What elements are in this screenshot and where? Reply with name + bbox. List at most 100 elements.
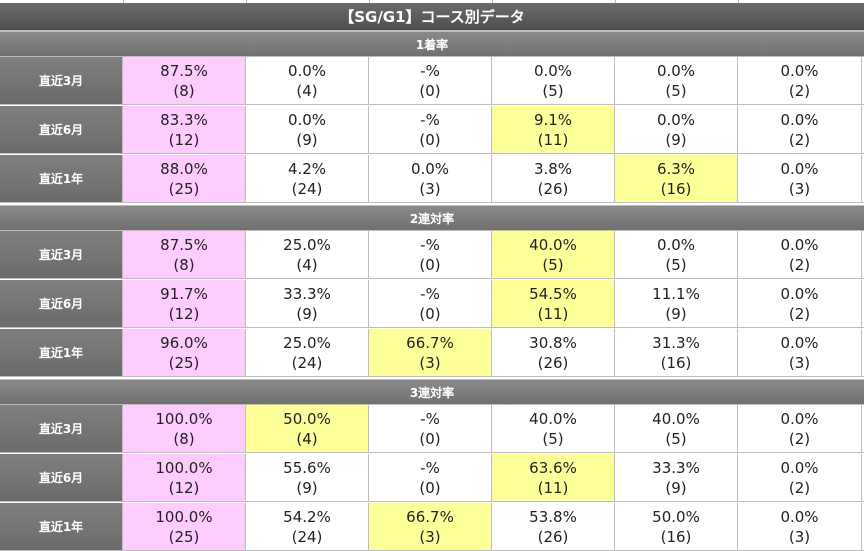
rate-value: 0.0% — [780, 110, 819, 129]
rate-value: 53.8% — [529, 507, 577, 526]
section-header: 1着率 — [0, 31, 864, 57]
race-count: (0) — [419, 81, 441, 100]
race-count: (5) — [542, 429, 564, 448]
race-count: (16) — [660, 527, 692, 546]
data-cell: 40.0% (5) — [492, 231, 615, 278]
data-cell: 31.3% (16) — [615, 329, 738, 376]
rate-value: 30.8% — [529, 333, 577, 352]
data-cell: 0.0% (2) — [738, 106, 862, 153]
rate-value: 0.0% — [780, 333, 819, 352]
table-row: 直近3月 100.0% (8) 50.0% (4) -% (0) 40.0% (5) 40.0%(… — [0, 405, 864, 453]
row-period-label: 直近3月 — [0, 231, 123, 278]
race-count: (12) — [168, 478, 200, 497]
data-cell: 0.0% (3) — [738, 329, 862, 376]
column-divider — [369, 0, 370, 3]
race-count: (8) — [173, 81, 195, 100]
rate-value: 4.2% — [287, 159, 327, 178]
race-count: (8) — [173, 255, 195, 274]
race-count: (0) — [419, 304, 441, 323]
race-count: (4) — [296, 255, 318, 274]
race-count: (3) — [788, 353, 811, 372]
data-cell: 0.0% (9) — [615, 106, 738, 153]
data-cell: 100.0% (12) — [123, 454, 246, 501]
column-divider — [123, 0, 124, 3]
data-cell: -% (0) — [369, 280, 492, 327]
race-count: (25) — [168, 179, 200, 198]
rate-value: 11.1% — [652, 284, 700, 303]
data-cell: 0.0% (2) — [738, 405, 862, 452]
rate-value: 63.6% — [529, 458, 577, 477]
race-count: (9) — [296, 478, 318, 497]
data-cell: 100.0% (25) — [123, 503, 246, 550]
rate-value: 40.0% — [652, 409, 700, 428]
data-cell: 25.0% (4) — [246, 231, 369, 278]
rate-value: 96.0% — [160, 333, 208, 352]
race-count: (0) — [419, 429, 441, 448]
race-count: (5) — [665, 255, 687, 274]
data-cell: 0.0% (2) — [738, 57, 862, 104]
race-count: (2) — [788, 130, 811, 149]
table-row: 直近1年 100.0% (25) 54.2% (24) 66.7% (3) 53.8% (26)… — [0, 503, 864, 551]
race-count: (24) — [291, 179, 323, 198]
data-cell: 88.0% (25) — [123, 155, 246, 202]
rate-value: 0.0% — [780, 159, 819, 178]
race-count: (25) — [168, 353, 200, 372]
table-title: 【SG/G1】コース別データ — [0, 3, 864, 31]
previous-table-edge — [0, 0, 864, 3]
race-count: (0) — [419, 255, 441, 274]
data-cell: 40.0% (5) — [615, 405, 738, 452]
row-period-label: 直近1年 — [0, 503, 123, 550]
table-row: 直近6月 100.0% (12) 55.6% (9) -% (0) 63.6% (11) 33.3… — [0, 454, 864, 502]
data-cell: -% (0) — [369, 454, 492, 501]
column-divider — [615, 0, 616, 3]
table-row: 直近6月 83.3% (12) 0.0% (9) -% (0) 9.1% (11) 0.0% (9)… — [0, 106, 864, 154]
data-cell: 40.0% (5) — [492, 405, 615, 452]
table-row: 直近1年 96.0% (25) 25.0% (24) 66.7% (3) 30.8% (26) 3… — [0, 329, 864, 377]
data-cell: 87.5% (8) — [123, 57, 246, 104]
rate-value: 6.3% — [656, 159, 696, 178]
data-cell: 54.2% (24) — [246, 503, 369, 550]
race-count: (4) — [296, 81, 318, 100]
rate-value: -% — [420, 235, 440, 254]
course-data-table: 【SG/G1】コース別データ 1着率 直近3月 87.5% (8) 0.0% (4) -%(… — [0, 3, 864, 551]
race-count: (3) — [419, 353, 441, 372]
rate-value: 0.0% — [780, 284, 819, 303]
race-count: (9) — [665, 304, 687, 323]
data-cell: -% (0) — [369, 106, 492, 153]
race-count: (24) — [291, 527, 323, 546]
rate-value: 0.0% — [287, 61, 327, 80]
rate-value: -% — [420, 284, 440, 303]
rate-value: 0.0% — [780, 458, 819, 477]
column-divider — [246, 0, 247, 3]
race-count: (12) — [168, 304, 200, 323]
row-period-label: 直近6月 — [0, 280, 123, 327]
rate-value: 55.6% — [283, 458, 331, 477]
rate-value: 25.0% — [283, 333, 331, 352]
race-count: (3) — [419, 527, 441, 546]
rate-value: 50.0% — [652, 507, 700, 526]
rate-value: 0.0% — [287, 110, 327, 129]
data-cell: 53.8% (26) — [492, 503, 615, 550]
rate-value: 66.7% — [406, 507, 454, 526]
race-count: (9) — [296, 304, 318, 323]
data-cell: 100.0% (8) — [123, 405, 246, 452]
data-cell: 0.0% (5) — [615, 57, 738, 104]
rate-value: 0.0% — [656, 110, 696, 129]
data-cell: 50.0% (16) — [615, 503, 738, 550]
rate-value: 0.0% — [656, 61, 696, 80]
race-count: (9) — [665, 130, 687, 149]
rate-value: 87.5% — [160, 61, 208, 80]
data-cell: 0.0% (5) — [615, 231, 738, 278]
race-count: (5) — [542, 255, 564, 274]
section-header: 3連対率 — [0, 379, 864, 405]
rate-value: 0.0% — [656, 235, 696, 254]
rate-value: 50.0% — [283, 409, 331, 428]
rate-value: 87.5% — [160, 235, 208, 254]
rate-value: 91.7% — [160, 284, 208, 303]
data-cell: -% (0) — [369, 231, 492, 278]
race-count: (4) — [296, 429, 318, 448]
data-cell: 0.0% (2) — [738, 280, 862, 327]
rate-value: 40.0% — [529, 409, 577, 428]
table-row: 直近6月 91.7% (12) 33.3% (9) -% (0) 54.5% (11) 11.1%… — [0, 280, 864, 328]
rate-value: 100.0% — [155, 507, 213, 526]
